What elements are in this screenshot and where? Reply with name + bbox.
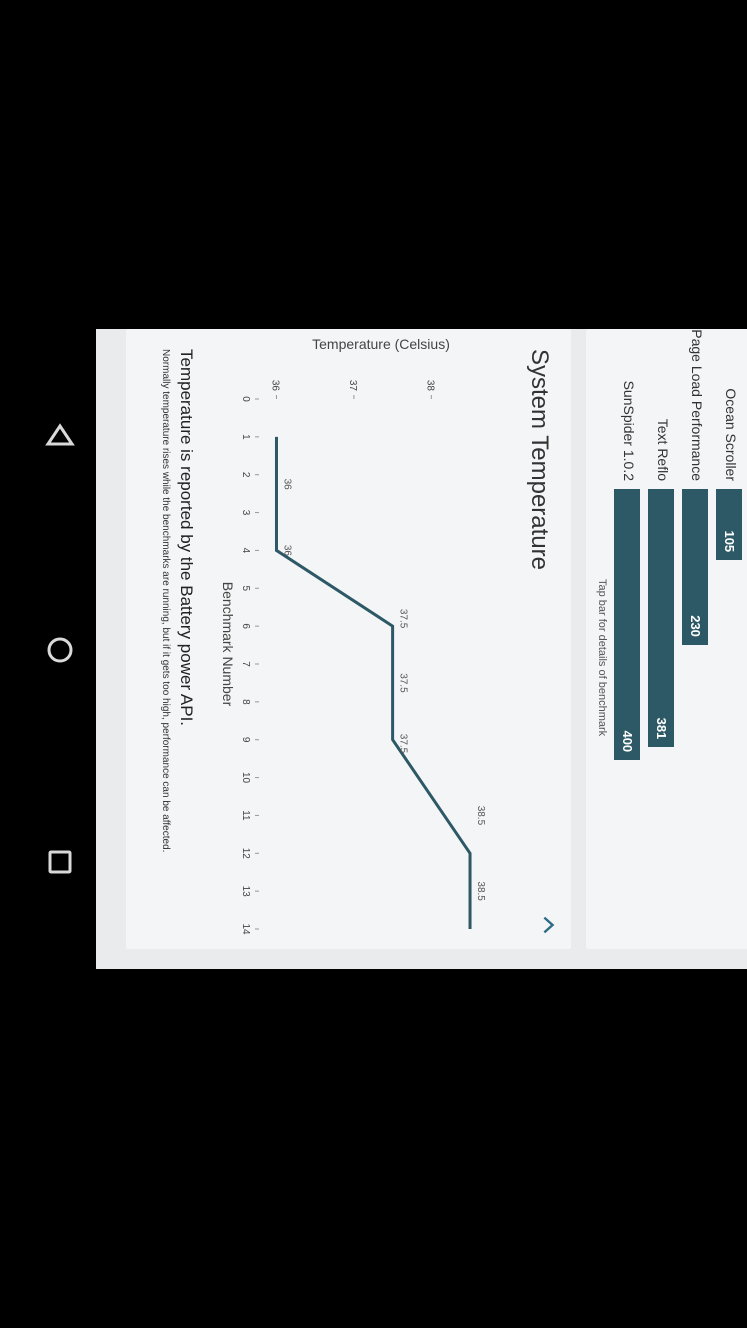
temperature-footer-title: Temperature is reported by the Battery p… — [177, 349, 196, 727]
benchmark-label: Ocean Scroller — [723, 388, 739, 481]
data-label: 37.5 — [398, 734, 409, 754]
system-temperature-title: System Temperature — [526, 349, 553, 570]
x-tick-label: 12 — [240, 848, 251, 860]
x-tick-label: 13 — [240, 886, 251, 898]
x-tick-label: 14 — [240, 923, 251, 935]
benchmark-bar[interactable]: 230 — [682, 489, 708, 645]
x-tick-label: 2 — [240, 472, 251, 478]
benchmark-row[interactable]: Ocean Scroller 105 — [716, 329, 742, 949]
back-icon[interactable] — [38, 414, 82, 458]
benchmark-value: 381 — [654, 717, 669, 740]
temperature-footer-note: Normally temperature rises while the ben… — [160, 349, 171, 853]
data-label: 37.5 — [398, 673, 409, 693]
benchmark-label: SunSpider 1.0.2 — [621, 380, 637, 481]
benchmark-bar[interactable]: 400 — [614, 489, 640, 761]
recents-icon[interactable] — [38, 840, 82, 884]
data-label: 36 — [281, 479, 292, 491]
benchmark-bar[interactable]: 105 — [716, 489, 742, 561]
x-tick-label: 5 — [240, 586, 251, 592]
benchmark-row[interactable]: Page Load Performance 230 — [682, 329, 708, 949]
benchmark-hint: Tap bar for details of benchmark — [596, 579, 608, 737]
data-label: 36 — [281, 545, 292, 557]
x-tick-label: 8 — [240, 699, 251, 705]
benchmark-row[interactable]: SunSpider 1.0.2 400 — [614, 329, 640, 949]
y-tick-label: 38 — [424, 380, 435, 392]
temperature-series-line — [274, 436, 472, 929]
benchmark-label: Page Load Performance — [689, 329, 705, 481]
benchmark-label: Text Reflo — [655, 418, 671, 481]
benchmark-value: 230 — [688, 615, 703, 637]
x-tick-label: 1 — [240, 434, 251, 440]
benchmark-bar[interactable]: 381 — [648, 489, 674, 748]
data-label: 38.5 — [475, 881, 486, 901]
x-tick-label: 11 — [240, 810, 251, 821]
data-label: 37.5 — [398, 609, 409, 629]
temperature-line-chart: Temperature (Celsius)36 37 380123456789101… — [220, 336, 486, 935]
benchmark-row[interactable]: Text Reflo 381 — [648, 329, 674, 949]
benchmark-value: 105 — [722, 530, 737, 553]
android-navigation-bar — [20, 380, 100, 940]
y-tick-label: 36 — [269, 380, 280, 392]
x-axis-label: Benchmark Number — [220, 582, 236, 707]
benchmark-value: 400 — [620, 730, 635, 753]
x-tick-label: 7 — [240, 661, 251, 667]
system-temperature-card: System Temperature Temperature (Celsius)… — [126, 329, 571, 949]
y-axis-label: Temperature (Celsius) — [312, 336, 450, 352]
x-tick-label: 3 — [240, 510, 251, 516]
x-tick-label: 6 — [240, 623, 251, 629]
x-tick-label: 4 — [240, 548, 251, 554]
home-icon[interactable] — [38, 628, 82, 672]
x-tick-label: 0 — [240, 396, 251, 402]
data-label: 38.5 — [475, 806, 486, 826]
y-tick-label: 37 — [347, 380, 358, 392]
x-tick-label: 9 — [240, 737, 251, 743]
chevron-up-icon[interactable] — [537, 914, 559, 936]
x-tick-label: 10 — [240, 772, 251, 784]
